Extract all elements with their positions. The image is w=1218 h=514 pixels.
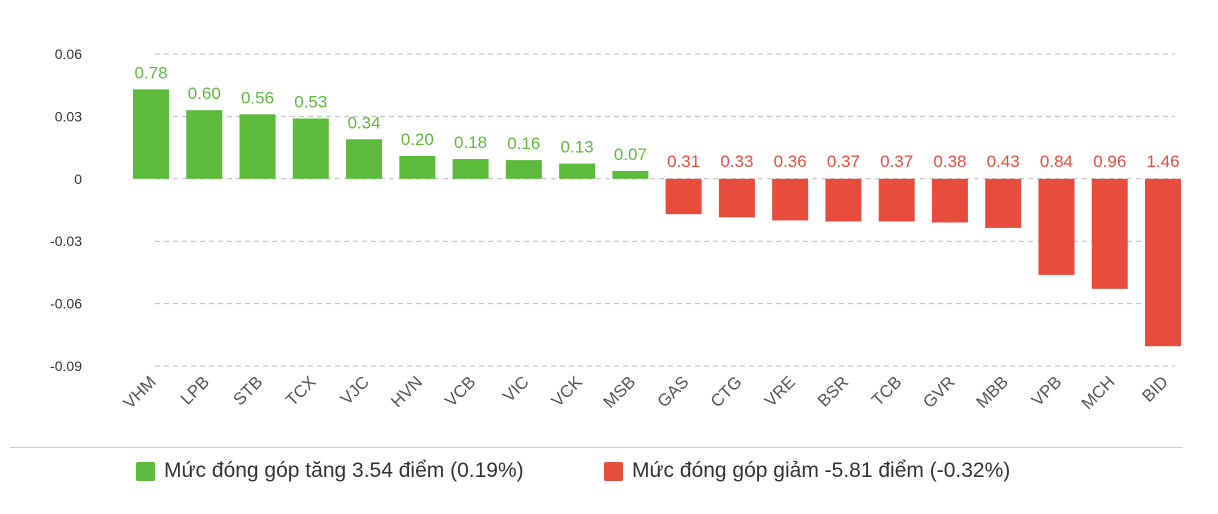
- data-label-vck: 0.13: [561, 138, 594, 157]
- y-tick-label: -0.06: [50, 296, 82, 312]
- data-label-tcx: 0.53: [294, 92, 327, 111]
- bar-bid[interactable]: [1145, 178, 1181, 347]
- data-label-bsr: 0.37: [827, 152, 860, 171]
- data-label-mch: 0.96: [1093, 152, 1126, 171]
- bar-vpb[interactable]: [1038, 178, 1075, 275]
- bar-mch[interactable]: [1091, 178, 1128, 289]
- data-label-vre: 0.36: [774, 152, 807, 171]
- legend-divider: [10, 447, 1183, 448]
- bars: [133, 89, 1181, 347]
- data-labels: 0.78 0.60 0.56 0.53 0.34 0.20 0.18 0.16 0.13 0.07…: [134, 63, 1179, 171]
- data-label-vjc: 0.34: [348, 113, 381, 132]
- bar-tcx[interactable]: [292, 118, 329, 179]
- y-axis-ticks: 0.06 0.03 0 -0.03 -0.06 -0.09: [50, 46, 82, 374]
- data-label-hvn: 0.20: [401, 130, 434, 149]
- x-tick-label-vcb: VCB: [441, 372, 479, 410]
- data-label-mbb: 0.43: [987, 152, 1020, 171]
- data-label-ctg: 0.33: [720, 152, 753, 171]
- x-tick-label-lpb: LPB: [177, 372, 213, 408]
- bar-gas[interactable]: [665, 178, 702, 215]
- data-label-gas: 0.31: [667, 152, 700, 171]
- x-tick-label-tcx: TCX: [282, 372, 319, 409]
- x-tick-label-ctg: CTG: [707, 372, 746, 411]
- legend-item-positive[interactable]: Mức đóng góp tăng 3.54 điểm (0.19%): [136, 459, 524, 483]
- y-tick-label: 0.03: [55, 108, 82, 124]
- bar-bsr[interactable]: [825, 178, 862, 222]
- data-label-stb: 0.56: [241, 88, 274, 107]
- legend-label-positive: Mức đóng góp tăng 3.54 điểm (0.19%): [164, 459, 524, 482]
- x-tick-label-vck: VCK: [548, 372, 587, 411]
- x-tick-label-vhm: VHM: [120, 372, 160, 412]
- bar-ctg[interactable]: [718, 178, 755, 218]
- bar-tcb[interactable]: [878, 178, 915, 222]
- data-label-vcb: 0.18: [454, 133, 487, 152]
- bar-vck[interactable]: [559, 163, 596, 179]
- data-label-vhm: 0.78: [134, 63, 167, 82]
- data-label-msb: 0.07: [614, 145, 647, 164]
- bar-lpb[interactable]: [186, 110, 223, 179]
- y-tick-label: -0.03: [50, 233, 82, 249]
- x-tick-label-tcb: TCB: [868, 372, 905, 409]
- legend-item-negative[interactable]: Mức đóng góp giảm -5.81 điểm (-0.32%): [604, 459, 1010, 483]
- x-tick-label-gvr: GVR: [919, 372, 958, 411]
- bar-vic[interactable]: [505, 160, 542, 179]
- x-tick-label-mch: MCH: [1078, 372, 1119, 413]
- x-tick-label-bid: BID: [1138, 372, 1171, 405]
- y-tick-label: 0.06: [55, 46, 82, 62]
- data-label-tcb: 0.37: [880, 152, 913, 171]
- x-tick-label-bsr: BSR: [814, 372, 852, 410]
- bar-hvn[interactable]: [399, 155, 436, 179]
- legend-swatch-positive: [136, 461, 155, 481]
- legend: Mức đóng góp tăng 3.54 điểm (0.19%) Mức …: [0, 457, 1218, 514]
- data-label-vic: 0.16: [507, 134, 540, 153]
- bar-vjc[interactable]: [346, 139, 383, 179]
- y-tick-label: -0.09: [50, 358, 82, 374]
- bar-msb[interactable]: [612, 170, 649, 179]
- legend-swatch-negative: [604, 461, 623, 481]
- bar-gvr[interactable]: [931, 178, 968, 223]
- data-label-bid: 1.46: [1146, 152, 1179, 171]
- x-tick-label-vjc: VJC: [337, 372, 373, 408]
- bar-chart: 0.06 0.03 0 -0.03 -0.06 -0.09 0.78 0.60 0.56 0.5…: [50, 46, 1181, 413]
- y-tick-label: 0: [74, 171, 82, 187]
- bar-vre[interactable]: [772, 178, 809, 221]
- x-tick-label-mbb: MBB: [973, 372, 1012, 411]
- data-label-gvr: 0.38: [933, 152, 966, 171]
- x-tick-label-gas: GAS: [654, 372, 693, 411]
- legend-label-negative: Mức đóng góp giảm -5.81 điểm (-0.32%): [632, 459, 1011, 482]
- bar-vcb[interactable]: [452, 159, 489, 179]
- bar-mbb[interactable]: [985, 178, 1022, 228]
- x-tick-label-vpb: VPB: [1028, 372, 1065, 409]
- x-tick-label-msb: MSB: [600, 372, 639, 411]
- x-tick-label-vre: VRE: [761, 372, 799, 410]
- x-tick-label-stb: STB: [230, 372, 267, 409]
- bar-stb[interactable]: [239, 114, 276, 179]
- x-axis-ticks: VHM LPB STB TCX VJC HVN VCB VIC VCK MSB GAS CTG VRE B…: [120, 372, 1172, 413]
- x-tick-label-vic: VIC: [499, 372, 532, 405]
- data-label-lpb: 0.60: [188, 84, 221, 103]
- x-tick-label-hvn: HVN: [387, 372, 426, 411]
- data-label-vpb: 0.84: [1040, 152, 1073, 171]
- bar-vhm[interactable]: [133, 89, 169, 179]
